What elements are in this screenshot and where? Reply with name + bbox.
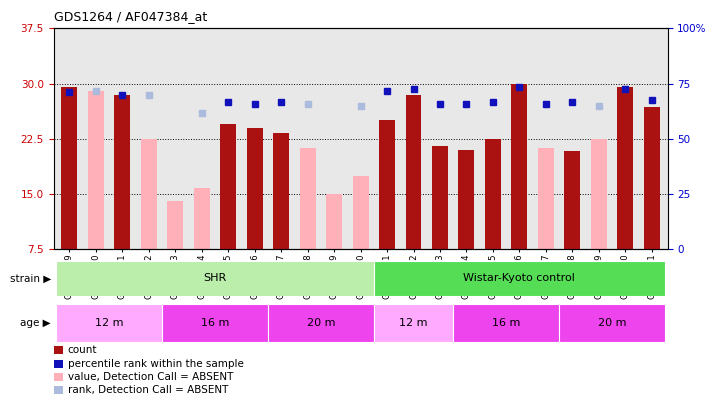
Bar [221, 124, 236, 249]
Text: 20 m: 20 m [598, 318, 626, 328]
Bar [374, 304, 453, 342]
Bar [559, 304, 665, 342]
Bar [353, 175, 368, 249]
Bar [56, 261, 374, 296]
Text: value, Detection Call = ABSENT: value, Detection Call = ABSENT [68, 372, 233, 382]
Bar [273, 133, 289, 249]
Bar [458, 150, 474, 249]
Bar [88, 91, 104, 249]
Bar [374, 261, 665, 296]
Text: 16 m: 16 m [492, 318, 521, 328]
Bar [564, 151, 580, 249]
Bar [511, 83, 528, 249]
Text: SHR: SHR [203, 273, 226, 283]
Bar [485, 139, 501, 249]
Bar [114, 95, 130, 249]
Bar [406, 95, 421, 249]
Text: percentile rank within the sample: percentile rank within the sample [68, 359, 243, 369]
Bar [268, 304, 374, 342]
Bar [167, 201, 183, 249]
Bar [300, 148, 316, 249]
Text: count: count [68, 345, 97, 355]
Text: 20 m: 20 m [306, 318, 335, 328]
Bar [61, 87, 77, 249]
Bar [247, 128, 263, 249]
Bar [538, 148, 554, 249]
Bar [618, 87, 633, 249]
Text: Wistar-Kyoto control: Wistar-Kyoto control [463, 273, 575, 283]
Text: strain ▶: strain ▶ [9, 273, 51, 283]
Text: rank, Detection Call = ABSENT: rank, Detection Call = ABSENT [68, 386, 228, 395]
Bar [162, 304, 268, 342]
Text: 16 m: 16 m [201, 318, 229, 328]
Bar [432, 146, 448, 249]
Text: 12 m: 12 m [399, 318, 428, 328]
Bar [56, 304, 162, 342]
Bar [193, 188, 210, 249]
Text: age ▶: age ▶ [20, 318, 51, 328]
Text: GDS1264 / AF047384_at: GDS1264 / AF047384_at [54, 10, 207, 23]
Text: 12 m: 12 m [95, 318, 124, 328]
Bar [379, 120, 395, 249]
Bar [590, 139, 607, 249]
Bar [644, 107, 660, 249]
Bar [326, 194, 342, 249]
Bar [141, 139, 157, 249]
Bar [453, 304, 559, 342]
